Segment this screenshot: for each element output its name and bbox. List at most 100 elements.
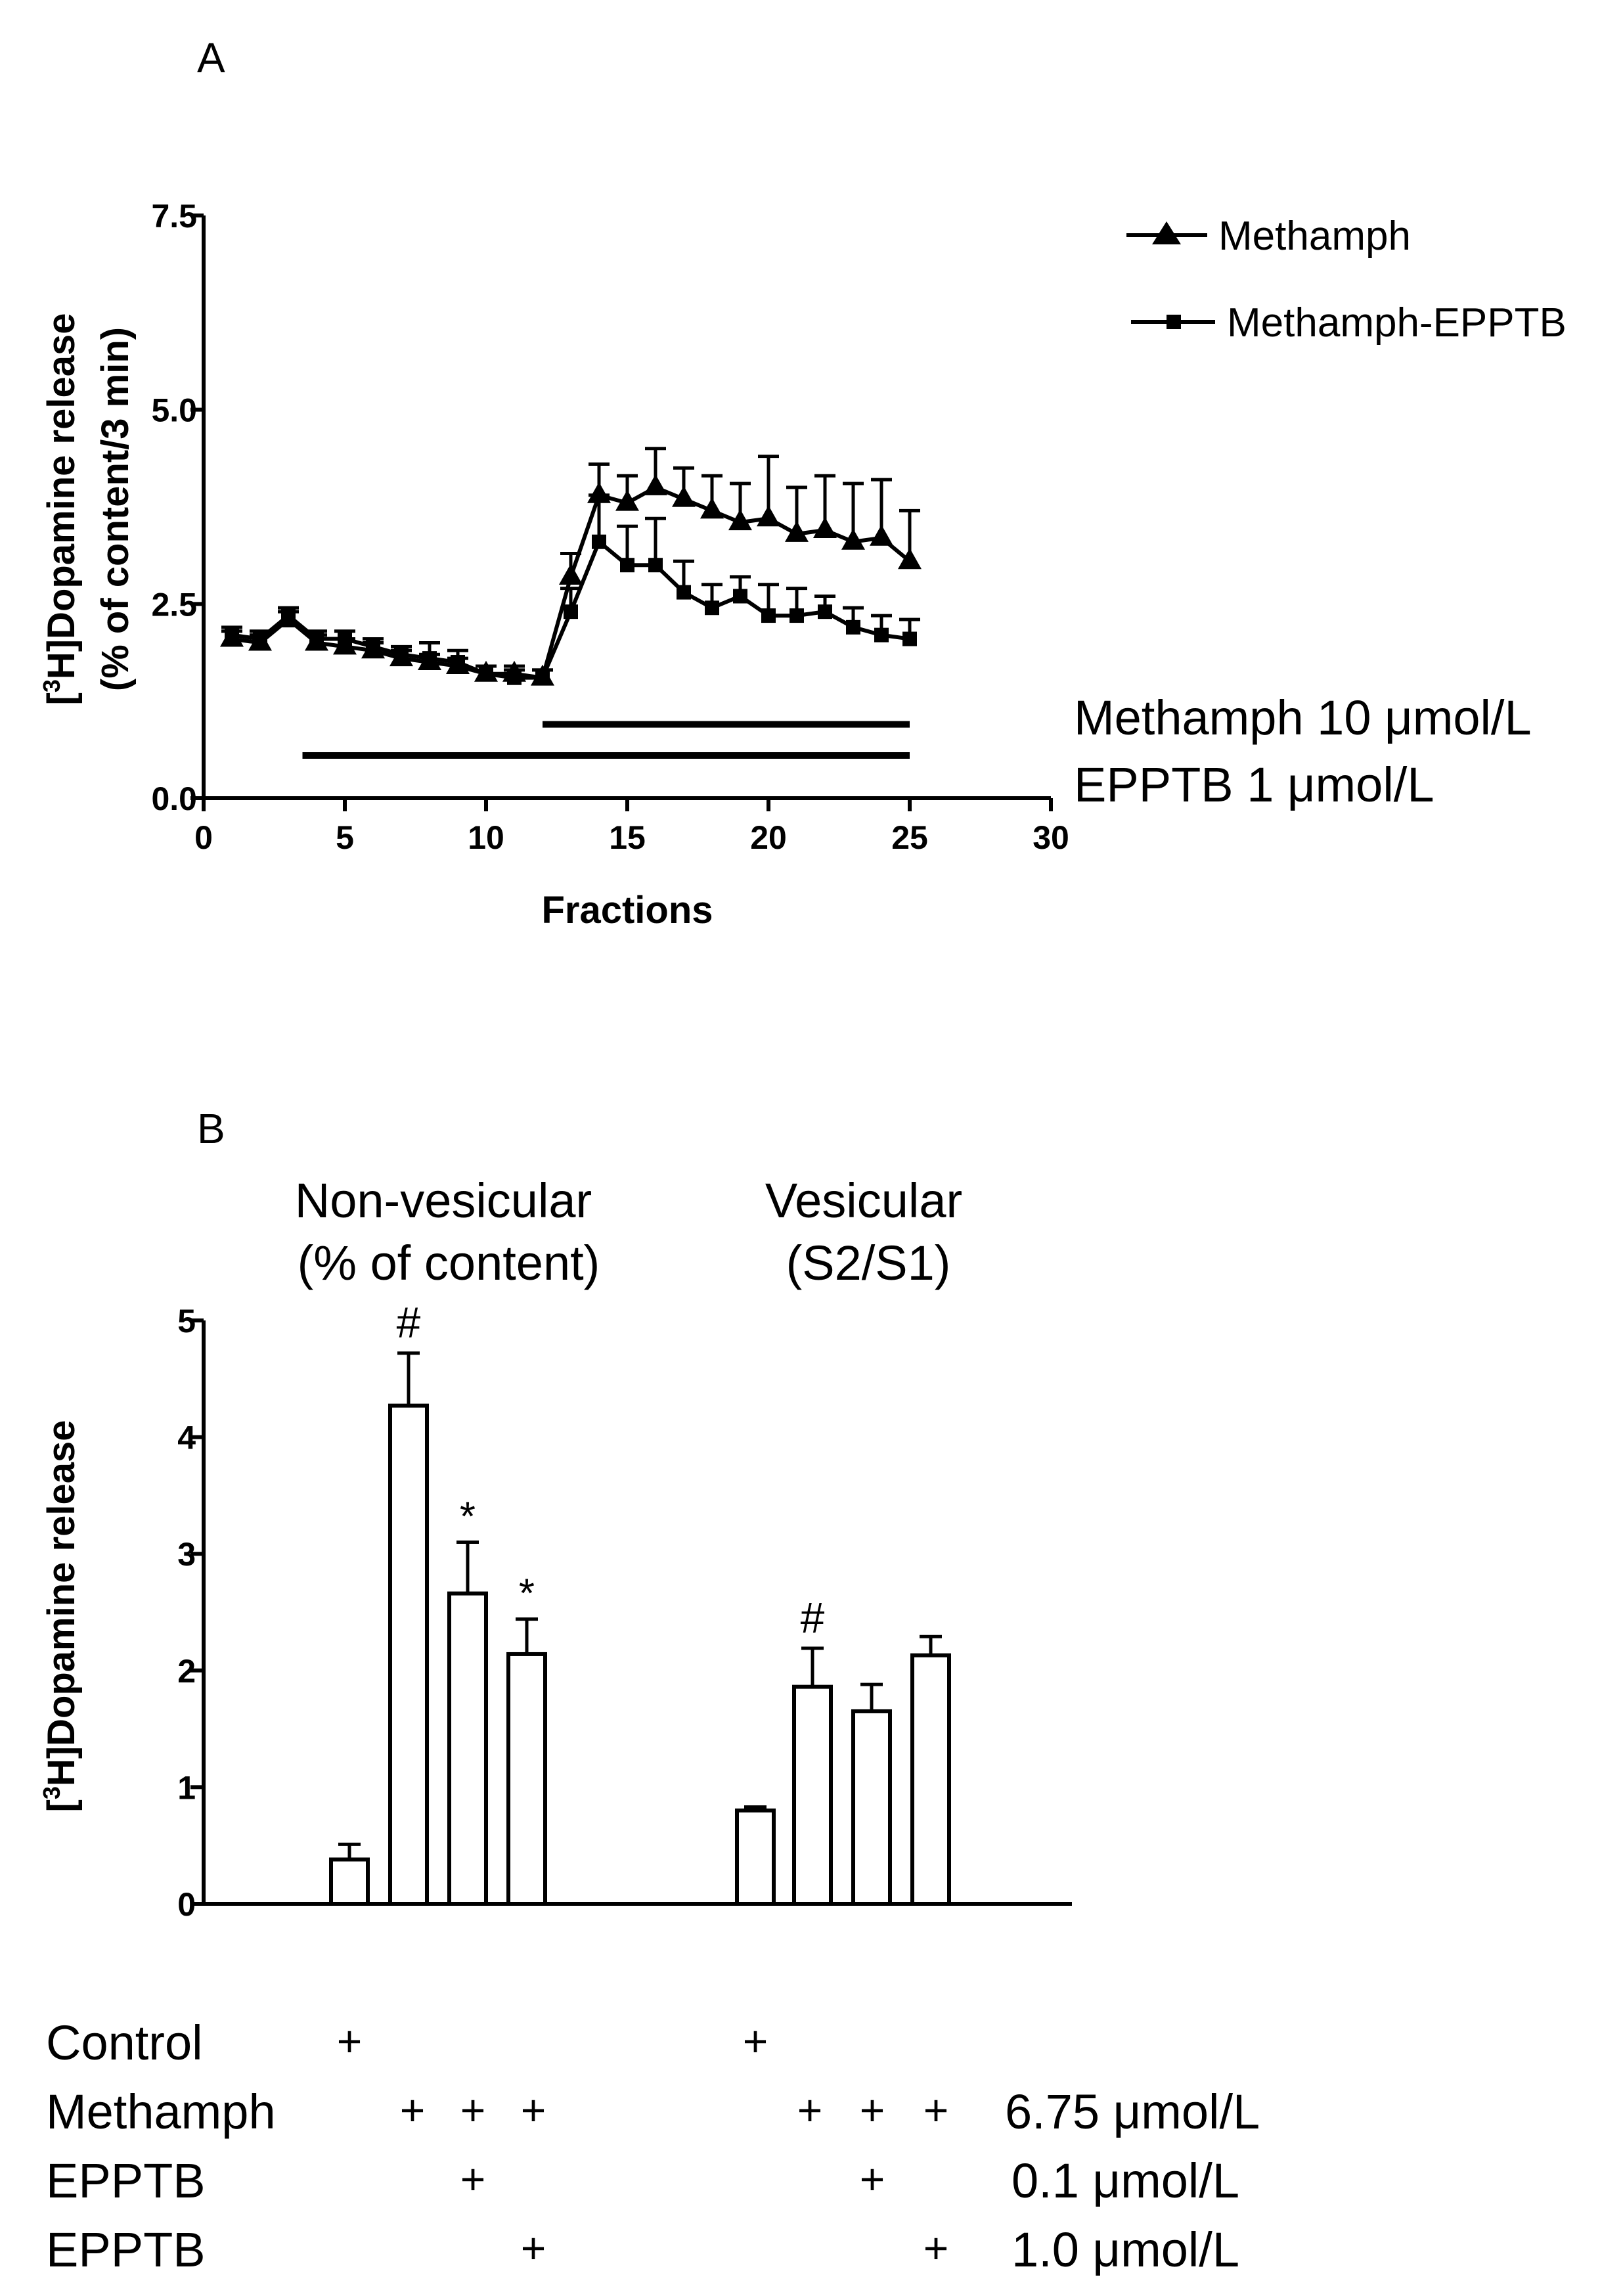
treatment-plus: + xyxy=(860,2086,885,2134)
treatment-plus: + xyxy=(337,2017,363,2065)
data-point-square xyxy=(422,651,437,666)
x-tick-label: 15 xyxy=(609,819,646,856)
significance-star: * xyxy=(460,1494,476,1539)
superscript-3: 3 xyxy=(38,679,65,692)
data-point-triangle xyxy=(757,505,780,527)
treatment-label-methamph: Methamph 10 μmol/L xyxy=(1074,690,1532,745)
treatment-plus: + xyxy=(797,2086,823,2134)
data-point-square xyxy=(648,558,663,573)
treatment-plus: + xyxy=(460,2155,486,2203)
legend-label-methamph: Methamph xyxy=(1218,214,1411,259)
legend-square-marker xyxy=(1167,315,1181,329)
y-axis-title-line1: [3H]Dopamine release xyxy=(38,313,83,705)
legend-triangle-marker xyxy=(1152,221,1181,244)
data-point-triangle xyxy=(785,520,809,542)
data-point-square xyxy=(253,631,267,646)
significance-hash: # xyxy=(397,1298,421,1347)
x-axis-title: Fractions xyxy=(541,889,713,932)
data-point-square xyxy=(338,631,352,646)
row-label-methamph: Methamph xyxy=(46,2084,276,2139)
row-label-epptb-low: EPPTB xyxy=(46,2153,206,2208)
data-point-square xyxy=(677,585,691,600)
legend: Methamph Methamph-EPPTB xyxy=(1126,214,1567,346)
y-title-rest-b: H]Dopamine release xyxy=(40,1420,83,1786)
significance-star: * xyxy=(519,1571,535,1617)
y-tick-label: 5 xyxy=(177,1303,196,1339)
significance-hash: # xyxy=(801,1593,825,1642)
data-point-triangle xyxy=(644,474,667,495)
y-axis-title-b: [3H]Dopamine release xyxy=(38,1420,83,1812)
data-point-square xyxy=(281,608,296,623)
bar xyxy=(388,1403,429,1906)
data-point-square xyxy=(620,558,634,573)
treatment-plus: + xyxy=(923,2086,949,2134)
treatment-label-epptb: EPPTB 1 μmol/L xyxy=(1074,757,1434,812)
data-point-square xyxy=(394,647,409,662)
data-point-triangle xyxy=(841,528,865,550)
treatment-plus: + xyxy=(460,2086,486,2134)
data-point-square xyxy=(451,655,465,670)
bar xyxy=(447,1591,488,1906)
data-point-square xyxy=(874,627,889,642)
y-tick-label: 3 xyxy=(177,1536,196,1573)
bar xyxy=(792,1684,833,1906)
data-point-square xyxy=(846,619,860,635)
data-point-square xyxy=(592,534,606,549)
data-point-square xyxy=(818,604,832,619)
row-unit-epptb-high: 1.0 μmol/L xyxy=(1012,2222,1239,2277)
y-axis-title-line2: (% of content/3 min) xyxy=(94,327,137,691)
treatment-plus: + xyxy=(743,2017,768,2065)
data-point-square xyxy=(761,608,776,623)
panel-label-a: A xyxy=(197,34,225,81)
data-point-square xyxy=(535,670,550,685)
data-point-triangle xyxy=(559,563,583,585)
data-point-triangle xyxy=(587,482,611,503)
data-point-square xyxy=(225,627,239,642)
superscript-3-b: 3 xyxy=(38,1786,65,1799)
y-tick-label: 5.0 xyxy=(151,392,197,429)
data-point-square xyxy=(733,589,747,604)
bar xyxy=(329,1857,370,1906)
group-header-nonvesicular-line1: Non-vesicular xyxy=(295,1173,592,1228)
data-point-triangle xyxy=(615,489,639,511)
y-tick-label: 0 xyxy=(177,1886,196,1923)
data-point-square xyxy=(479,666,493,681)
y-tick-label: 4 xyxy=(177,1420,196,1456)
row-unit-methamph: 6.75 μmol/L xyxy=(1005,2084,1260,2139)
line-chart-panel-a: 0 5 10 15 20 25 30 0.0 2.5 5.0 7.5 [3H]Dopamine re… xyxy=(38,198,1567,932)
treatment-plus: + xyxy=(521,2224,546,2272)
data-point-square xyxy=(705,600,719,616)
panel-label-b: B xyxy=(197,1105,225,1152)
group-header-vesicular-line1: Vesicular xyxy=(765,1173,962,1228)
data-point-triangle xyxy=(700,497,724,519)
y-title-rest: H]Dopamine release xyxy=(40,313,83,679)
treatment-plus: + xyxy=(521,2086,546,2134)
data-point-square xyxy=(366,639,380,654)
row-label-epptb-high: EPPTB xyxy=(46,2222,206,2277)
data-point-square xyxy=(789,608,804,623)
data-point-square xyxy=(309,631,324,646)
x-tick-label: 25 xyxy=(891,819,928,856)
group-header-vesicular-line2: (S2/S1) xyxy=(786,1236,951,1290)
group-header-nonvesicular-line2: (% of content) xyxy=(298,1236,600,1290)
treatment-plus: + xyxy=(923,2224,949,2272)
data-point-square xyxy=(564,604,578,619)
y-tick-label: 2 xyxy=(177,1653,196,1690)
y-tick-label: 7.5 xyxy=(151,198,197,235)
bar xyxy=(506,1652,547,1906)
y-tick-label: 1 xyxy=(177,1769,196,1806)
data-point-triangle xyxy=(813,516,837,538)
x-tick-label: 30 xyxy=(1033,819,1069,856)
row-unit-epptb-low: 0.1 μmol/L xyxy=(1012,2153,1239,2208)
x-tick-label: 10 xyxy=(468,819,504,856)
x-tick-label: 20 xyxy=(750,819,787,856)
data-point-triangle xyxy=(672,485,696,507)
y-tick-label: 0.0 xyxy=(151,780,197,817)
treatment-table: Control Methamph EPPTB EPPTB 6.75 μmol/L… xyxy=(46,2015,1260,2277)
data-point-triangle xyxy=(898,548,922,570)
x-tick-label: 0 xyxy=(194,819,213,856)
legend-label-methamph-epptb: Methamph-EPPTB xyxy=(1227,300,1567,346)
y-tick-label: 2.5 xyxy=(151,586,197,623)
bar xyxy=(910,1653,951,1906)
